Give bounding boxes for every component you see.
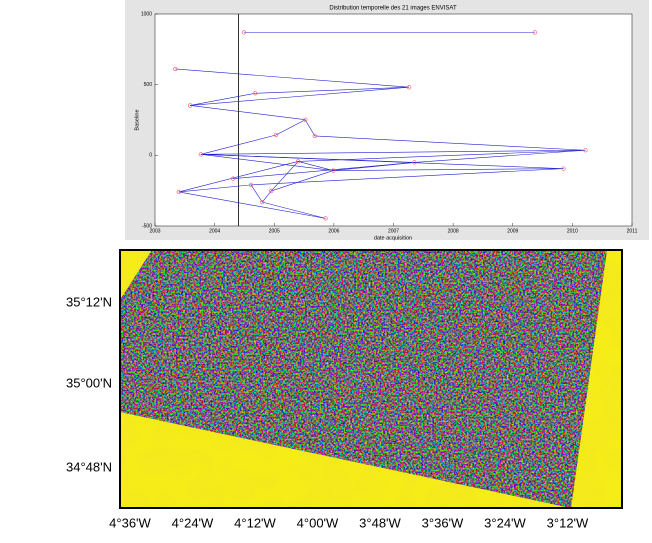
y-tick-label: 500 [144, 82, 153, 88]
plot-area [155, 14, 632, 226]
figure: Distribution temporelle des 21 images EN… [0, 0, 652, 538]
y-tick-label: -500 [142, 223, 152, 229]
longitude-label: 4°36'W [109, 515, 151, 530]
x-tick-label: 2004 [209, 228, 220, 234]
x-tick-label: 2007 [388, 228, 399, 234]
longitude-label: 3°24'W [484, 515, 526, 530]
longitude-label: 3°36'W [422, 515, 464, 530]
longitude-label: 3°48'W [359, 515, 401, 530]
y-axis-label: Baseline [134, 109, 140, 130]
longitude-label: 4°24'W [172, 515, 214, 530]
longitude-label: 3°12'W [547, 515, 589, 530]
chart-title: Distribution temporelle des 21 images EN… [329, 6, 457, 12]
x-axis-label: date acquisition [374, 235, 412, 241]
y-tick-label: 0 [149, 153, 152, 159]
x-tick-label: 2006 [328, 228, 339, 234]
x-tick-label: 2011 [627, 228, 638, 234]
latitude-label: 35°00'N [66, 375, 112, 390]
latitude-label: 34°48'N [66, 459, 112, 474]
y-tick-label: 1000 [141, 11, 152, 17]
longitude-label: 4°12'W [234, 515, 276, 530]
x-tick-label: 2010 [567, 228, 578, 234]
x-tick-label: 2005 [269, 228, 280, 234]
x-tick-label: 2008 [448, 228, 459, 234]
x-tick-label: 2009 [507, 228, 518, 234]
latitude-label: 35°12'N [66, 294, 112, 309]
map: 35°12'N 35°00'N 34°48'N 4°36'W 4°24'W 4°12'W 4… [66, 250, 622, 530]
longitude-label: 4°00'W [297, 515, 339, 530]
